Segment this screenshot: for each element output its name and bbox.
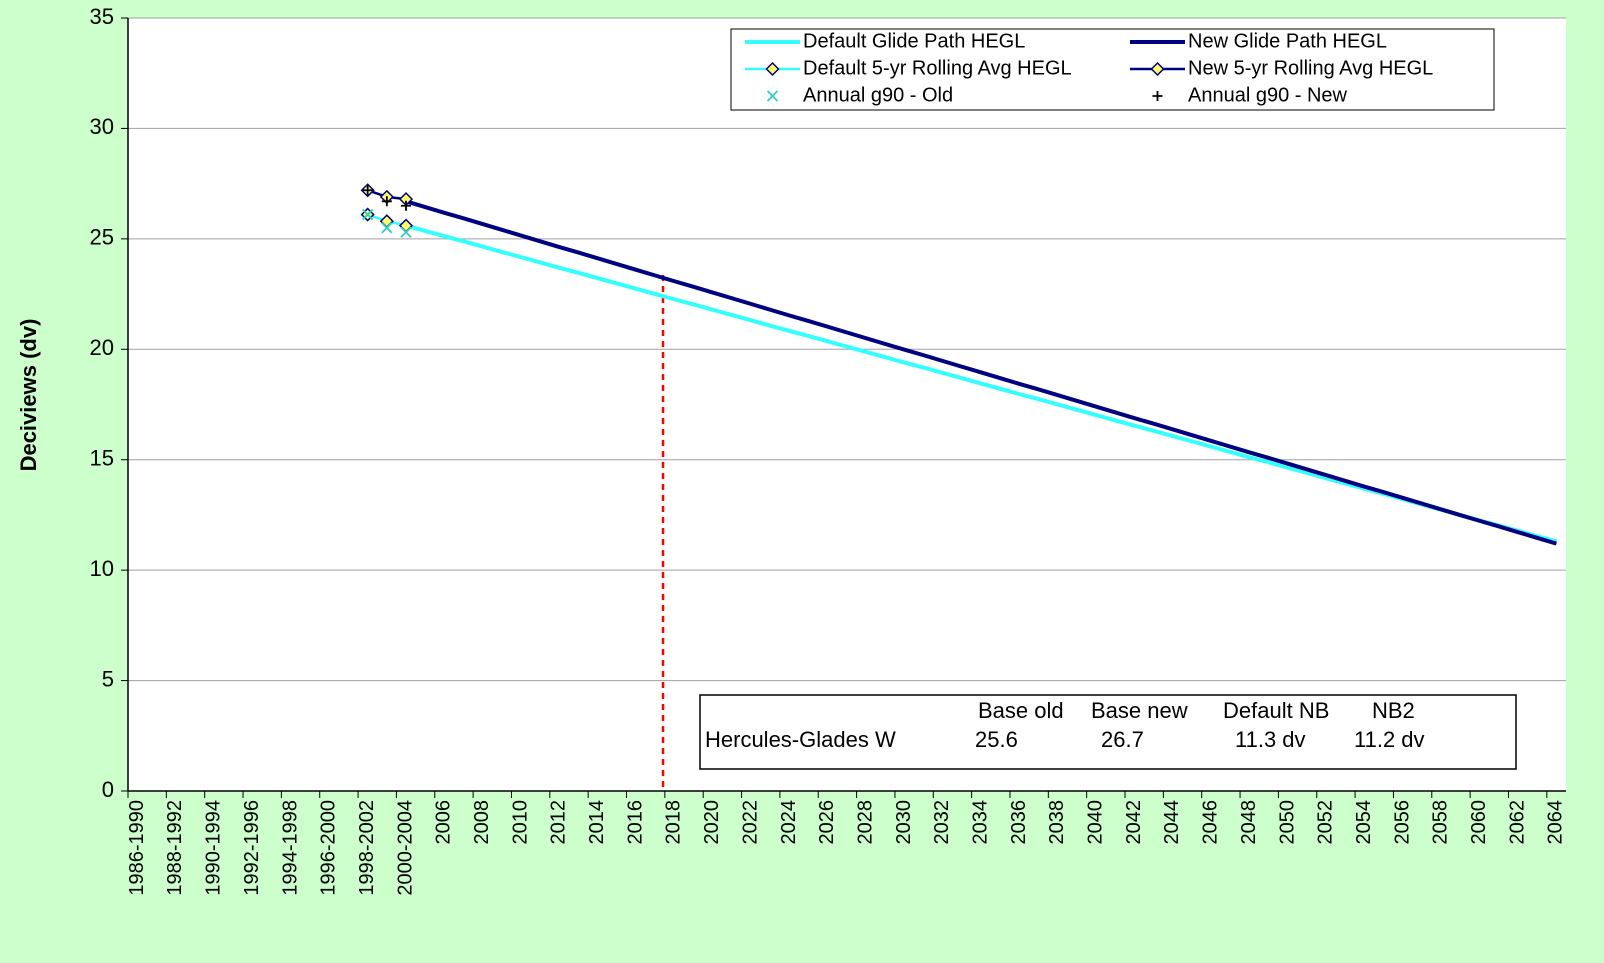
point-marker [381,196,392,207]
y-tick-label: 15 [90,446,114,471]
x-tick-label: 2056 [1391,800,1413,845]
x-tick-label: 2012 [548,800,570,845]
point-marker [362,208,374,221]
table-header: NB2 [1372,698,1415,723]
table-header: Default NB [1223,698,1329,723]
x-tick-label: 2044 [1161,800,1183,845]
legend-label: New 5-yr Rolling Avg HEGL [1188,57,1433,79]
x-tick-label: 1996-2000 [318,800,340,896]
table-cell: 11.3 dv [1235,727,1306,752]
legend-marker [766,90,779,102]
x-tick-label: 2026 [816,800,838,845]
legend-label: Default Glide Path HEGL [803,30,1025,52]
y-tick-label: 20 [90,335,114,360]
table-cell: Hercules-Glades W [705,727,896,752]
x-tick-label: 2014 [586,800,608,845]
x-tick-label: 2050 [1276,800,1298,845]
x-tick-label: 2064 [1545,800,1567,845]
x-tick-label: 1986-1990 [126,800,148,896]
x-tick-label: 2008 [471,800,493,845]
x-tick-label: 2000-2004 [394,800,416,896]
y-tick-label: 35 [90,4,114,29]
legend-marker [1152,91,1163,101]
x-tick-label: 1994-1998 [279,800,301,896]
x-tick-label: 2038 [1046,800,1068,845]
info-table: Base old Base new Default NB NB2 Hercules-Gl… [699,694,1517,770]
x-tick-label: 2036 [1008,800,1030,845]
table-header: Base new [1091,698,1188,723]
x-tick-label: 2032 [931,800,953,845]
x-tick-label: 2040 [1085,800,1107,845]
x-tick-label: 2052 [1315,800,1337,845]
x-tick-label: 2016 [624,800,646,845]
x-tick-label: 2010 [509,800,531,845]
x-tick-label: 2030 [893,800,915,845]
x-tick-label: 2006 [433,800,455,845]
table-cell: 25.6 [975,727,1018,752]
table-cell: 26.7 [1101,727,1144,752]
x-tick-label: 1992-1996 [241,800,263,896]
plot-area [128,18,1566,791]
table-cell: 11.2 dv [1354,727,1425,752]
y-axis-label: Deciviews (dv) [16,319,41,472]
x-tick-label: 2048 [1238,800,1260,845]
series-line [405,199,1557,546]
x-tick-label: 2018 [663,800,685,845]
y-tick-label: 25 [90,225,114,250]
x-tick-label: 2034 [969,800,991,845]
legend-label: Annual g90 - New [1188,84,1348,106]
legend: Default Glide Path HEGL New Glide Path HE… [730,28,1495,111]
legend-label: Annual g90 - Old [803,84,953,106]
legend-label: Default 5-yr Rolling Avg HEGL [803,57,1072,79]
x-tick-label: 2046 [1200,800,1222,845]
x-tick-label: 2062 [1506,800,1528,845]
x-tick-label: 2020 [701,800,723,845]
x-tick-label: 2042 [1123,800,1145,845]
x-tick-label: 1990-1994 [203,800,225,896]
x-tick-label: 1988-1992 [164,800,186,896]
table-header: Base old [978,698,1064,723]
x-tick-label: 2060 [1468,800,1490,845]
x-tick-label: 2058 [1430,800,1452,845]
point-marker [401,200,412,211]
y-tick-label: 30 [90,114,114,139]
x-tick-label: 2028 [854,800,876,845]
series-line [405,223,1557,544]
legend-box [730,28,1495,111]
y-tick-label: 5 [102,666,114,691]
x-tick-label: 2054 [1353,800,1375,845]
legend-marker [765,61,780,77]
y-tick-label: 0 [102,777,114,802]
point-marker [381,222,393,234]
x-tick-label: 1998-2002 [356,800,378,896]
legend-label: New Glide Path HEGL [1188,30,1387,52]
x-tick-label: 2024 [778,800,800,845]
x-tick-label: 2022 [739,800,761,845]
point-marker [362,185,373,196]
point-marker [400,226,412,238]
info-table-box [699,694,1517,770]
y-tick-label: 10 [90,556,114,581]
legend-marker [1150,61,1165,77]
